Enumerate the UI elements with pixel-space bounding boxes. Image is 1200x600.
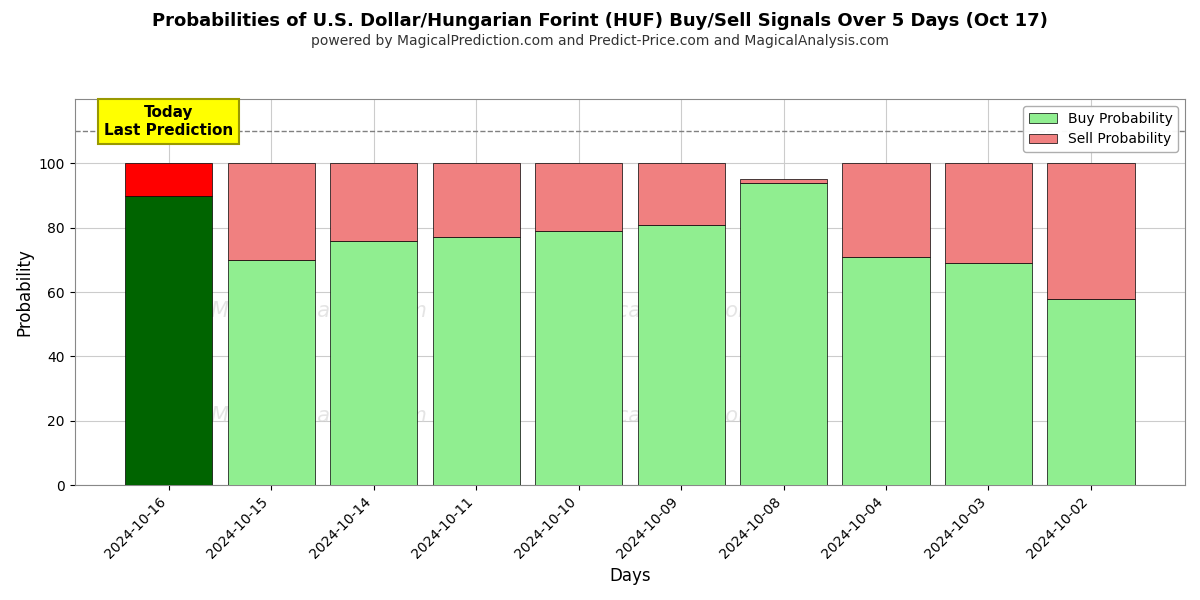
Bar [740,182,827,485]
Bar [1048,163,1134,299]
Bar [842,163,930,257]
Bar [330,163,418,241]
Bar [330,241,418,485]
Bar [944,263,1032,485]
Bar [944,163,1032,263]
Bar [228,260,314,485]
Text: MagicalAnalysis.com: MagicalAnalysis.com [210,406,427,425]
Bar [228,163,314,260]
Text: Probabilities of U.S. Dollar/Hungarian Forint (HUF) Buy/Sell Signals Over 5 Days: Probabilities of U.S. Dollar/Hungarian F… [152,12,1048,30]
Bar [637,163,725,224]
Text: MagicalPrediction.com: MagicalPrediction.com [568,406,803,425]
Bar [432,163,520,238]
Text: MagicalPrediction.com: MagicalPrediction.com [568,301,803,322]
X-axis label: Days: Days [610,567,650,585]
Bar [842,257,930,485]
Y-axis label: Probability: Probability [16,248,34,336]
Bar [125,196,212,485]
Legend: Buy Probability, Sell Probability: Buy Probability, Sell Probability [1024,106,1178,152]
Text: Today
Last Prediction: Today Last Prediction [104,106,233,138]
Bar [637,224,725,485]
Bar [1048,299,1134,485]
Text: MagicalAnalysis.com: MagicalAnalysis.com [210,301,427,322]
Bar [740,179,827,182]
Bar [432,238,520,485]
Bar [535,163,622,231]
Text: powered by MagicalPrediction.com and Predict-Price.com and MagicalAnalysis.com: powered by MagicalPrediction.com and Pre… [311,34,889,48]
Bar [125,163,212,196]
Bar [535,231,622,485]
